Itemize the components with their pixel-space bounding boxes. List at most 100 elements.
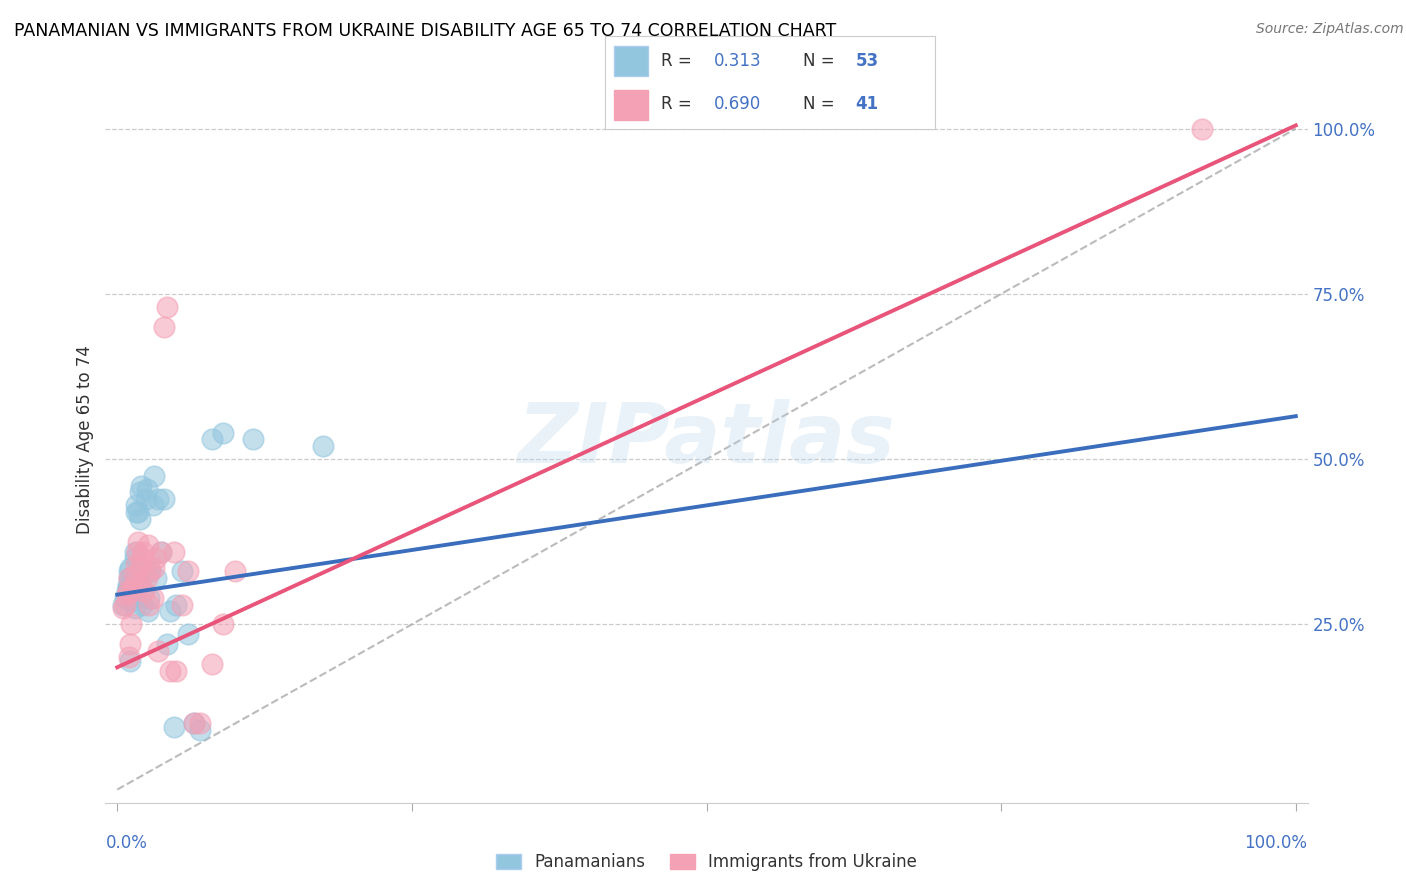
Point (118, 650, 141, 665)
Point (188, 723, 211, 737)
Point (212, 617, 235, 632)
Point (242, 433, 264, 447)
Point (200, 657, 222, 671)
Point (139, 565, 162, 579)
Point (142, 468, 165, 483)
Text: 0.690: 0.690 (714, 95, 761, 113)
Point (120, 637, 142, 651)
Point (129, 478, 152, 492)
Point (117, 581, 139, 595)
Point (149, 544, 172, 558)
Point (153, 491, 176, 506)
Point (122, 578, 145, 592)
Point (125, 558, 148, 572)
Point (138, 598, 160, 612)
Point (124, 600, 146, 615)
Legend: Panamanians, Immigrants from Ukraine: Panamanians, Immigrants from Ukraine (489, 847, 924, 878)
Point (165, 664, 187, 678)
Point (118, 565, 141, 579)
Point (156, 300, 179, 314)
Point (135, 571, 157, 585)
Point (188, 716, 211, 731)
Point (125, 499, 148, 513)
Y-axis label: Disability Age 65 to 74: Disability Age 65 to 74 (76, 345, 94, 533)
Point (224, 565, 246, 579)
Text: 0.313: 0.313 (714, 52, 761, 70)
Point (120, 591, 142, 605)
Point (149, 544, 172, 558)
Point (163, 720, 186, 734)
Point (124, 544, 146, 558)
Point (114, 598, 136, 612)
Point (183, 716, 205, 731)
Point (121, 584, 143, 599)
Point (153, 320, 176, 334)
Point (125, 505, 148, 519)
Point (159, 664, 181, 678)
Text: N =: N = (803, 95, 839, 113)
Point (132, 584, 155, 599)
Point (122, 571, 145, 585)
Point (142, 591, 165, 605)
Point (170, 565, 193, 579)
Point (132, 544, 155, 558)
Text: 0.0%: 0.0% (105, 834, 148, 852)
Point (127, 505, 149, 519)
Point (120, 654, 142, 668)
Point (142, 561, 165, 575)
Point (127, 534, 149, 549)
Point (129, 558, 152, 572)
Text: ZIPatlas: ZIPatlas (517, 399, 896, 480)
Point (127, 571, 149, 585)
Point (135, 491, 157, 506)
Text: 53: 53 (856, 52, 879, 70)
Point (114, 591, 136, 605)
Text: Source: ZipAtlas.com: Source: ZipAtlas.com (1256, 22, 1403, 37)
Text: R =: R = (661, 52, 697, 70)
Text: 41: 41 (856, 95, 879, 113)
Point (124, 567, 146, 582)
Point (177, 627, 200, 641)
Point (118, 571, 141, 585)
Point (131, 551, 153, 566)
Point (136, 538, 159, 552)
Point (163, 544, 186, 558)
Point (128, 485, 150, 500)
Point (138, 591, 160, 605)
Point (183, 716, 205, 731)
Point (135, 482, 157, 496)
Point (142, 499, 165, 513)
Point (122, 578, 145, 592)
Point (112, 600, 135, 615)
Point (112, 598, 135, 612)
Point (148, 644, 170, 658)
Point (115, 584, 138, 599)
Text: PANAMANIAN VS IMMIGRANTS FROM UKRAINE DISABILITY AGE 65 TO 74 CORRELATION CHART: PANAMANIAN VS IMMIGRANTS FROM UKRAINE DI… (14, 22, 837, 40)
Point (121, 584, 143, 599)
Point (136, 604, 159, 618)
Point (117, 578, 139, 592)
Point (200, 433, 222, 447)
Point (156, 637, 179, 651)
Text: R =: R = (661, 95, 697, 113)
Point (127, 578, 149, 592)
Point (212, 425, 235, 440)
Point (128, 511, 150, 525)
Point (177, 565, 200, 579)
Point (127, 544, 149, 558)
Point (121, 574, 143, 589)
Text: N =: N = (803, 52, 839, 70)
Point (134, 584, 156, 599)
Point (120, 561, 142, 575)
Point (118, 571, 141, 585)
Point (170, 598, 193, 612)
Point (127, 584, 149, 599)
Point (115, 588, 138, 602)
Point (120, 617, 142, 632)
Point (1191, 121, 1213, 136)
Point (159, 604, 181, 618)
Point (312, 439, 335, 453)
Point (148, 491, 170, 506)
Point (165, 598, 187, 612)
Point (128, 578, 150, 592)
